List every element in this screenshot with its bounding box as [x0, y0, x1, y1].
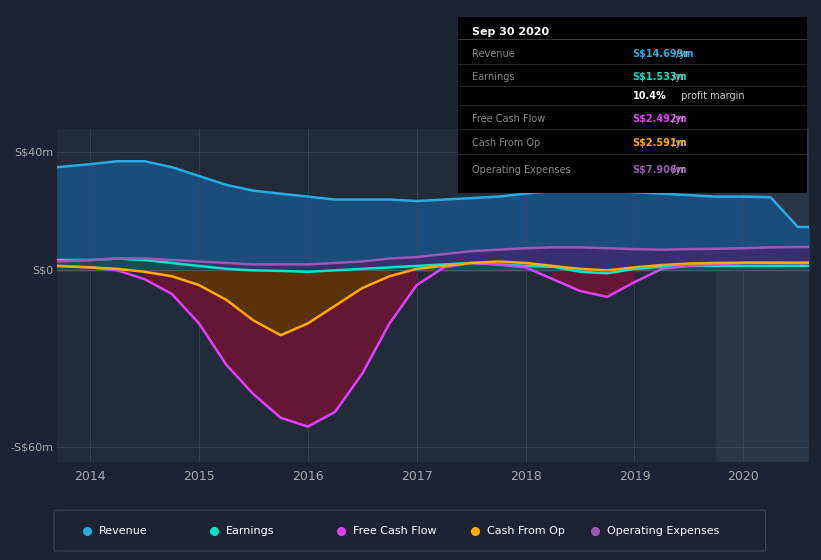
Text: Revenue: Revenue — [472, 49, 515, 59]
Text: Cash From Op: Cash From Op — [472, 138, 540, 148]
Text: S$2.591m: S$2.591m — [633, 138, 687, 148]
Text: Earnings: Earnings — [226, 526, 274, 535]
Text: Cash From Op: Cash From Op — [487, 526, 565, 535]
Text: /yr: /yr — [669, 165, 685, 175]
Text: S$0: S$0 — [32, 265, 53, 276]
Text: Operating Expenses: Operating Expenses — [472, 165, 571, 175]
Bar — [716, 129, 819, 462]
Text: Sep 30 2020: Sep 30 2020 — [472, 27, 549, 38]
Text: Free Cash Flow: Free Cash Flow — [352, 526, 436, 535]
Text: Earnings: Earnings — [472, 72, 515, 82]
Text: S$40m: S$40m — [14, 147, 53, 157]
Text: S$7.906m: S$7.906m — [633, 165, 687, 175]
Text: Revenue: Revenue — [99, 526, 147, 535]
Text: S$1.533m: S$1.533m — [633, 72, 687, 82]
Text: -S$60m: -S$60m — [11, 442, 53, 452]
Text: /yr: /yr — [673, 49, 690, 59]
Text: S$14.699m: S$14.699m — [633, 49, 694, 59]
Text: 10.4%: 10.4% — [633, 91, 667, 101]
Text: /yr: /yr — [669, 72, 685, 82]
Text: profit margin: profit margin — [678, 91, 745, 101]
Text: /yr: /yr — [669, 114, 685, 124]
Text: Free Cash Flow: Free Cash Flow — [472, 114, 545, 124]
Text: S$2.492m: S$2.492m — [633, 114, 687, 124]
Text: /yr: /yr — [669, 138, 685, 148]
Text: Operating Expenses: Operating Expenses — [607, 526, 719, 535]
